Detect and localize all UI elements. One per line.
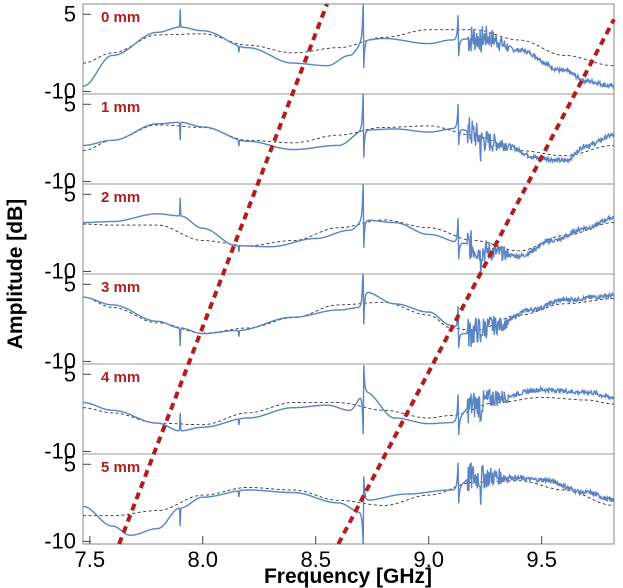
guide-line-1 — [336, 18, 616, 545]
y-axis-title: Amplitude [dB] — [4, 199, 27, 349]
fit-curve — [82, 124, 615, 157]
x-axis: 7.5 8.0 8.5 9.0 9.5 — [74, 536, 557, 572]
panel-label: 4 mm — [101, 369, 140, 386]
panel-label: 0 mm — [101, 9, 140, 26]
fit-curve — [83, 219, 614, 252]
measured-curve — [83, 183, 615, 275]
x-tick-label: 7.5 — [74, 547, 105, 572]
y-tick-label: 5 — [64, 271, 76, 296]
y-tick-label: -10 — [44, 168, 76, 193]
fit-curve — [82, 396, 615, 426]
x-tick-label: 9.5 — [526, 547, 557, 572]
panel-label: 1 mm — [101, 99, 140, 116]
measured-curve — [83, 93, 615, 165]
guide-lines-layer — [117, 3, 616, 545]
y-tick-label: 5 — [64, 181, 76, 206]
panel-0: 5 -10 0 mm — [44, 1, 615, 103]
panels-layer: 5-100 mm5-101 mm5-102 mm5-103 mm5-104 mm… — [44, 1, 615, 553]
x-tick-label: 9.0 — [413, 547, 444, 572]
x-axis-title: Frequency [GHz] — [264, 565, 432, 588]
panel-2: 5 -10 2 mm — [44, 181, 615, 283]
measured-curve — [83, 273, 615, 348]
guide-line-0 — [117, 3, 329, 545]
y-tick-label: -10 — [44, 438, 76, 463]
y-tick-label: -10 — [44, 78, 76, 103]
y-tick-label: 5 — [64, 91, 76, 116]
fit-curve — [82, 29, 614, 67]
y-tick-label: 5 — [64, 361, 76, 386]
y-tick-label: -10 — [44, 528, 76, 553]
y-tick-label: 5 — [64, 451, 76, 476]
panel-4: 5 -10 4 mm — [44, 361, 615, 463]
fit-curve — [82, 296, 614, 334]
panel-5: 5 -10 5 mm — [44, 451, 615, 553]
fit-curve — [83, 480, 614, 517]
panel-label: 3 mm — [101, 279, 140, 296]
measured-curve — [83, 365, 615, 436]
y-tick-label: 5 — [64, 1, 76, 26]
y-tick-label: -10 — [44, 258, 76, 283]
panel-3: 5 -10 3 mm — [44, 271, 615, 373]
panel-label: 2 mm — [101, 189, 140, 206]
x-tick-label: 8.5 — [300, 547, 331, 572]
x-tick-label: 8.0 — [187, 547, 218, 572]
measured-curve — [83, 3, 615, 90]
panel-1: 5 -10 1 mm — [44, 91, 615, 193]
y-tick-label: -10 — [44, 348, 76, 373]
panel-label: 5 mm — [101, 459, 140, 476]
measured-curve — [83, 462, 615, 545]
